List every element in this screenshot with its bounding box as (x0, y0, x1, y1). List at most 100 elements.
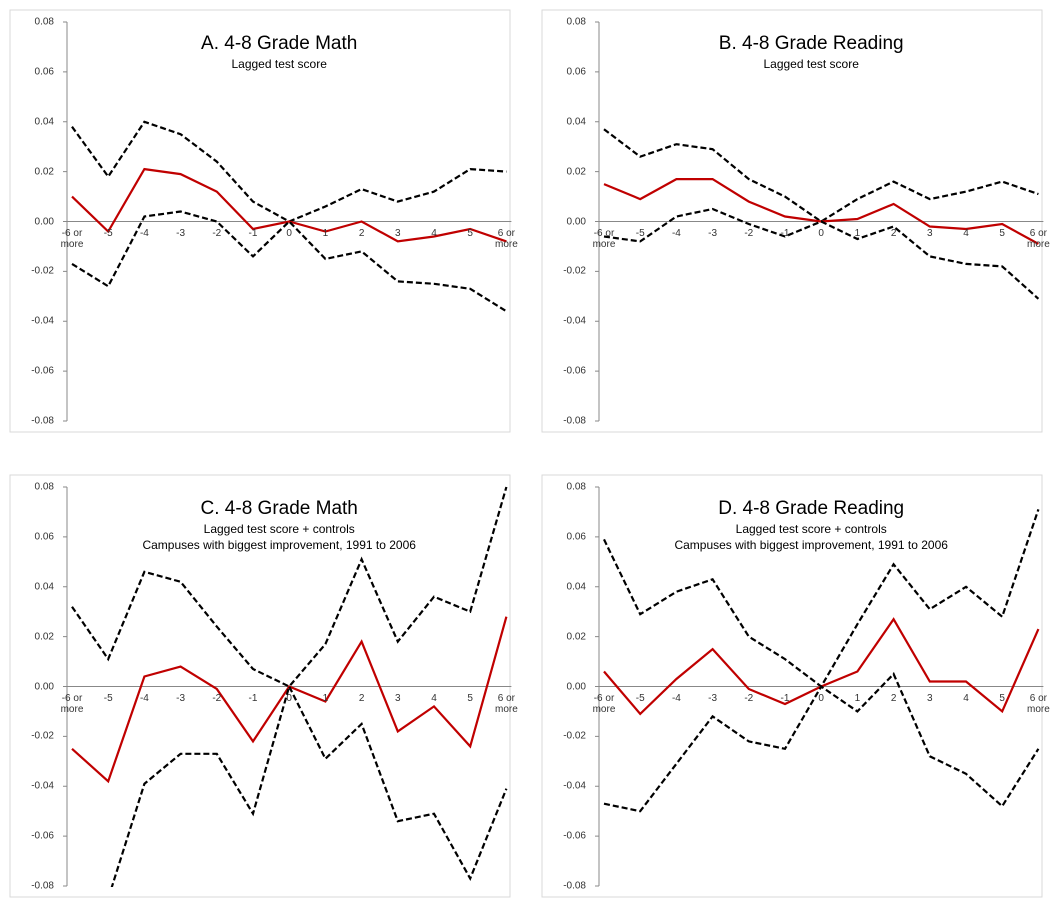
y-tick-label: 0.08 (34, 481, 54, 493)
confidence-band-line (71, 120, 507, 223)
x-tick-label: -6 or more (592, 227, 616, 250)
x-tick-label: -2 (212, 692, 222, 704)
y-tick-label: 0.02 (566, 631, 586, 643)
x-tick-label: -6 or more (60, 227, 84, 250)
x-tick-label: 1 (854, 692, 861, 704)
x-tick-label: -3 (176, 227, 186, 239)
x-tick-label: 6 or more (494, 692, 518, 715)
y-tick-label: 0.06 (566, 66, 586, 78)
panel-title: D. 4-8 Grade Reading (718, 498, 905, 519)
x-tick-label: -1 (780, 227, 790, 239)
y-tick-label: 0.02 (34, 166, 54, 178)
y-tick-label: 0.08 (34, 16, 54, 28)
y-tick-label: 0.08 (566, 16, 586, 28)
y-tick-label: 0.02 (34, 631, 54, 643)
x-tick-label: -3 (708, 692, 718, 704)
y-tick-label: -0.02 (563, 265, 586, 277)
x-tick-label: 1 (322, 692, 329, 704)
panel-subtitle: Lagged test score + controls (203, 522, 355, 536)
x-tick-label: -4 (671, 227, 681, 239)
x-tick-label: 4 (963, 692, 969, 704)
x-tick-label: 5 (467, 692, 473, 704)
x-tick-label: -2 (744, 227, 754, 239)
y-tick-label: -0.04 (563, 780, 586, 792)
x-tick-label: 2 (358, 227, 365, 239)
y-tick-label: -0.04 (563, 315, 586, 327)
y-tick-label: -0.04 (31, 780, 54, 792)
x-tick-label: 2 (890, 227, 897, 239)
x-tick-label: 0 (286, 227, 292, 239)
panel-subtitle: Lagged test score (763, 57, 859, 71)
y-tick-label: 0.00 (566, 216, 586, 227)
y-tick-label: -0.08 (563, 880, 586, 892)
y-tick-label: -0.06 (563, 830, 586, 842)
y-tick-label: 0.02 (566, 166, 586, 178)
x-tick-label: -5 (103, 227, 113, 239)
panel-subtitle: Lagged test score + controls (735, 522, 887, 536)
y-tick-label: 0.04 (34, 116, 54, 128)
panel-subtitle: Campuses with biggest improvement, 1991 … (674, 538, 948, 552)
confidence-band-line (603, 207, 1040, 300)
x-tick-label: -6 or more (60, 692, 84, 715)
y-tick-label: 0.00 (34, 216, 54, 227)
panel-subtitle: Campuses with biggest improvement, 1991 … (142, 538, 416, 552)
estimate-line (71, 616, 508, 784)
confidence-band-line (110, 683, 508, 887)
y-tick-label: 0.04 (566, 581, 586, 593)
x-tick-label: -6 or more (592, 692, 616, 715)
y-tick-label: -0.08 (563, 415, 586, 427)
y-tick-label: 0.06 (34, 531, 54, 543)
confidence-band-line (603, 672, 1040, 813)
y-tick-label: -0.06 (563, 365, 586, 377)
x-tick-label: 3 (395, 227, 401, 239)
x-tick-label: -5 (635, 692, 645, 704)
x-tick-label: -1 (248, 227, 258, 239)
confidence-band-line (603, 128, 1039, 223)
y-tick-label: -0.02 (31, 265, 54, 277)
y-tick-label: -0.04 (31, 315, 54, 327)
x-tick-label: 1 (322, 227, 329, 239)
x-tick-label: 6 or more (1026, 692, 1050, 715)
panel-subtitle: Lagged test score (231, 57, 327, 71)
y-tick-label: -0.06 (31, 830, 54, 842)
x-tick-label: 6 or more (1026, 227, 1050, 250)
x-tick-label: 5 (999, 692, 1005, 704)
y-tick-label: 0.04 (566, 116, 586, 128)
x-tick-label: 2 (890, 692, 897, 704)
confidence-band-line (71, 486, 508, 688)
panel-title: A. 4-8 Grade Math (201, 33, 358, 54)
x-tick-label: -4 (671, 692, 681, 704)
x-tick-label: 4 (431, 227, 437, 239)
x-tick-label: 5 (999, 227, 1005, 239)
y-tick-label: 0.00 (34, 681, 54, 692)
x-tick-label: 0 (818, 692, 824, 704)
y-tick-label: 0.06 (566, 531, 586, 543)
x-tick-label: 4 (431, 692, 437, 704)
x-tick-label: -4 (139, 227, 149, 239)
y-tick-label: -0.02 (563, 730, 586, 742)
x-tick-label: 5 (467, 227, 473, 239)
x-tick-label: 3 (927, 692, 933, 704)
x-tick-label: -1 (780, 692, 790, 704)
estimate-line (71, 167, 507, 243)
confidence-band-line (71, 210, 507, 313)
x-tick-label: -5 (635, 227, 645, 239)
x-tick-label: 0 (818, 227, 824, 239)
x-tick-label: 4 (963, 227, 969, 239)
x-tick-label: -3 (176, 692, 186, 704)
y-tick-label: -0.08 (31, 880, 54, 892)
x-tick-label: 3 (395, 692, 401, 704)
y-tick-label: -0.08 (31, 415, 54, 427)
x-tick-label: 6 or more (494, 227, 518, 250)
y-tick-label: -0.06 (31, 365, 54, 377)
panel-title: B. 4-8 Grade Reading (718, 33, 904, 54)
x-tick-label: 1 (854, 227, 861, 239)
x-tick-label: -3 (708, 227, 718, 239)
y-tick-label: -0.02 (31, 730, 54, 742)
x-tick-label: -5 (103, 692, 113, 704)
x-tick-label: -2 (212, 227, 222, 239)
x-tick-label: -2 (744, 692, 754, 704)
y-tick-label: 0.06 (34, 66, 54, 78)
x-tick-label: 0 (286, 692, 292, 704)
